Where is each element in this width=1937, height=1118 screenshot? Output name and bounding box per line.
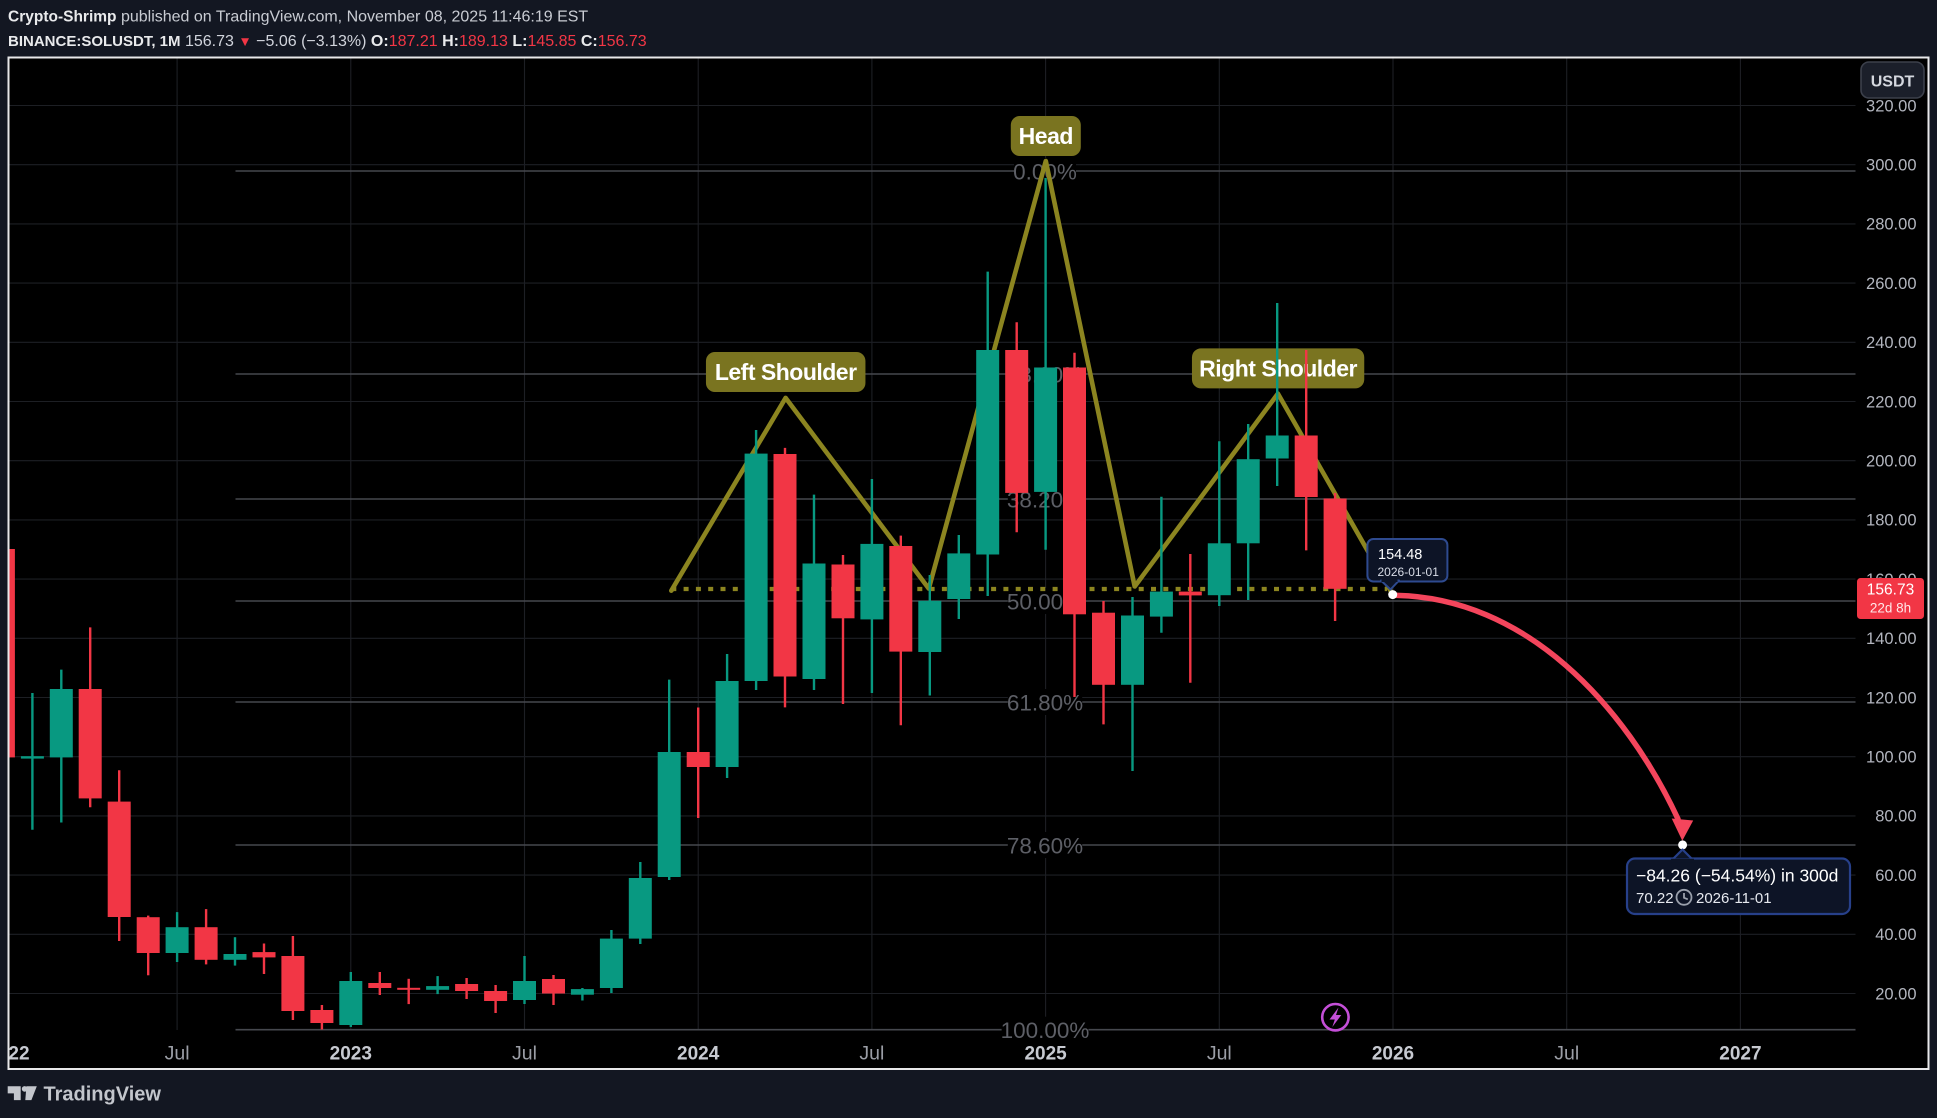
svg-text:100.00%: 100.00% (1001, 1018, 1090, 1043)
svg-text:Left Shoulder: Left Shoulder (715, 359, 857, 385)
svg-text:320.00: 320.00 (1866, 97, 1916, 115)
svg-text:156.73: 156.73 (1867, 581, 1914, 598)
svg-text:260.00: 260.00 (1866, 275, 1916, 293)
svg-text:2027: 2027 (1719, 1044, 1761, 1065)
svg-text:120.00: 120.00 (1866, 689, 1916, 707)
svg-text:USDT: USDT (1871, 74, 1915, 91)
svg-text:2025: 2025 (1024, 1044, 1067, 1065)
svg-text:60.00: 60.00 (1875, 867, 1916, 885)
svg-text:80.00: 80.00 (1875, 808, 1916, 826)
svg-text:280.00: 280.00 (1866, 216, 1916, 234)
svg-text:Jul: Jul (512, 1043, 537, 1065)
svg-text:78.60%: 78.60% (1007, 834, 1083, 859)
svg-text:Right Shoulder: Right Shoulder (1199, 355, 1357, 381)
svg-text:Jul: Jul (859, 1043, 884, 1065)
svg-text:Jul: Jul (1554, 1043, 1579, 1065)
svg-text:2024: 2024 (677, 1044, 720, 1065)
svg-text:22: 22 (8, 1044, 29, 1065)
svg-text:TradingView: TradingView (44, 1084, 162, 1106)
svg-text:20.00: 20.00 (1875, 985, 1916, 1003)
svg-text:200.00: 200.00 (1866, 453, 1916, 471)
svg-text:154.48: 154.48 (1378, 547, 1422, 563)
svg-text:240.00: 240.00 (1866, 334, 1916, 352)
svg-text:140.00: 140.00 (1866, 630, 1916, 648)
svg-text:Jul: Jul (1207, 1043, 1232, 1065)
svg-text:100.00: 100.00 (1866, 749, 1916, 767)
svg-text:300.00: 300.00 (1866, 157, 1916, 175)
svg-text:180.00: 180.00 (1866, 512, 1916, 530)
svg-text:Crypto-Shrimp published on Tra: Crypto-Shrimp published on TradingView.c… (8, 9, 588, 26)
svg-text:2026: 2026 (1372, 1044, 1414, 1065)
svg-text:22d 8h: 22d 8h (1870, 601, 1911, 616)
svg-text:2023: 2023 (330, 1044, 372, 1065)
svg-text:61.80%: 61.80% (1007, 691, 1083, 716)
svg-text:Head: Head (1019, 123, 1073, 149)
svg-text:40.00: 40.00 (1875, 926, 1916, 944)
svg-text:−84.26 (−54.54%) in 300d: −84.26 (−54.54%) in 300d (1636, 866, 1838, 886)
svg-text:Jul: Jul (165, 1043, 190, 1065)
svg-text:2026-01-01: 2026-01-01 (1378, 565, 1440, 579)
svg-text:220.00: 220.00 (1866, 393, 1916, 411)
svg-text:70.22: 70.22 (1636, 890, 1674, 907)
svg-text:BINANCE:SOLUSDT, 1M 156.73 ▼ −: BINANCE:SOLUSDT, 1M 156.73 ▼ −5.06 (−3.1… (8, 33, 647, 50)
svg-text:2026-11-01: 2026-11-01 (1696, 890, 1772, 907)
